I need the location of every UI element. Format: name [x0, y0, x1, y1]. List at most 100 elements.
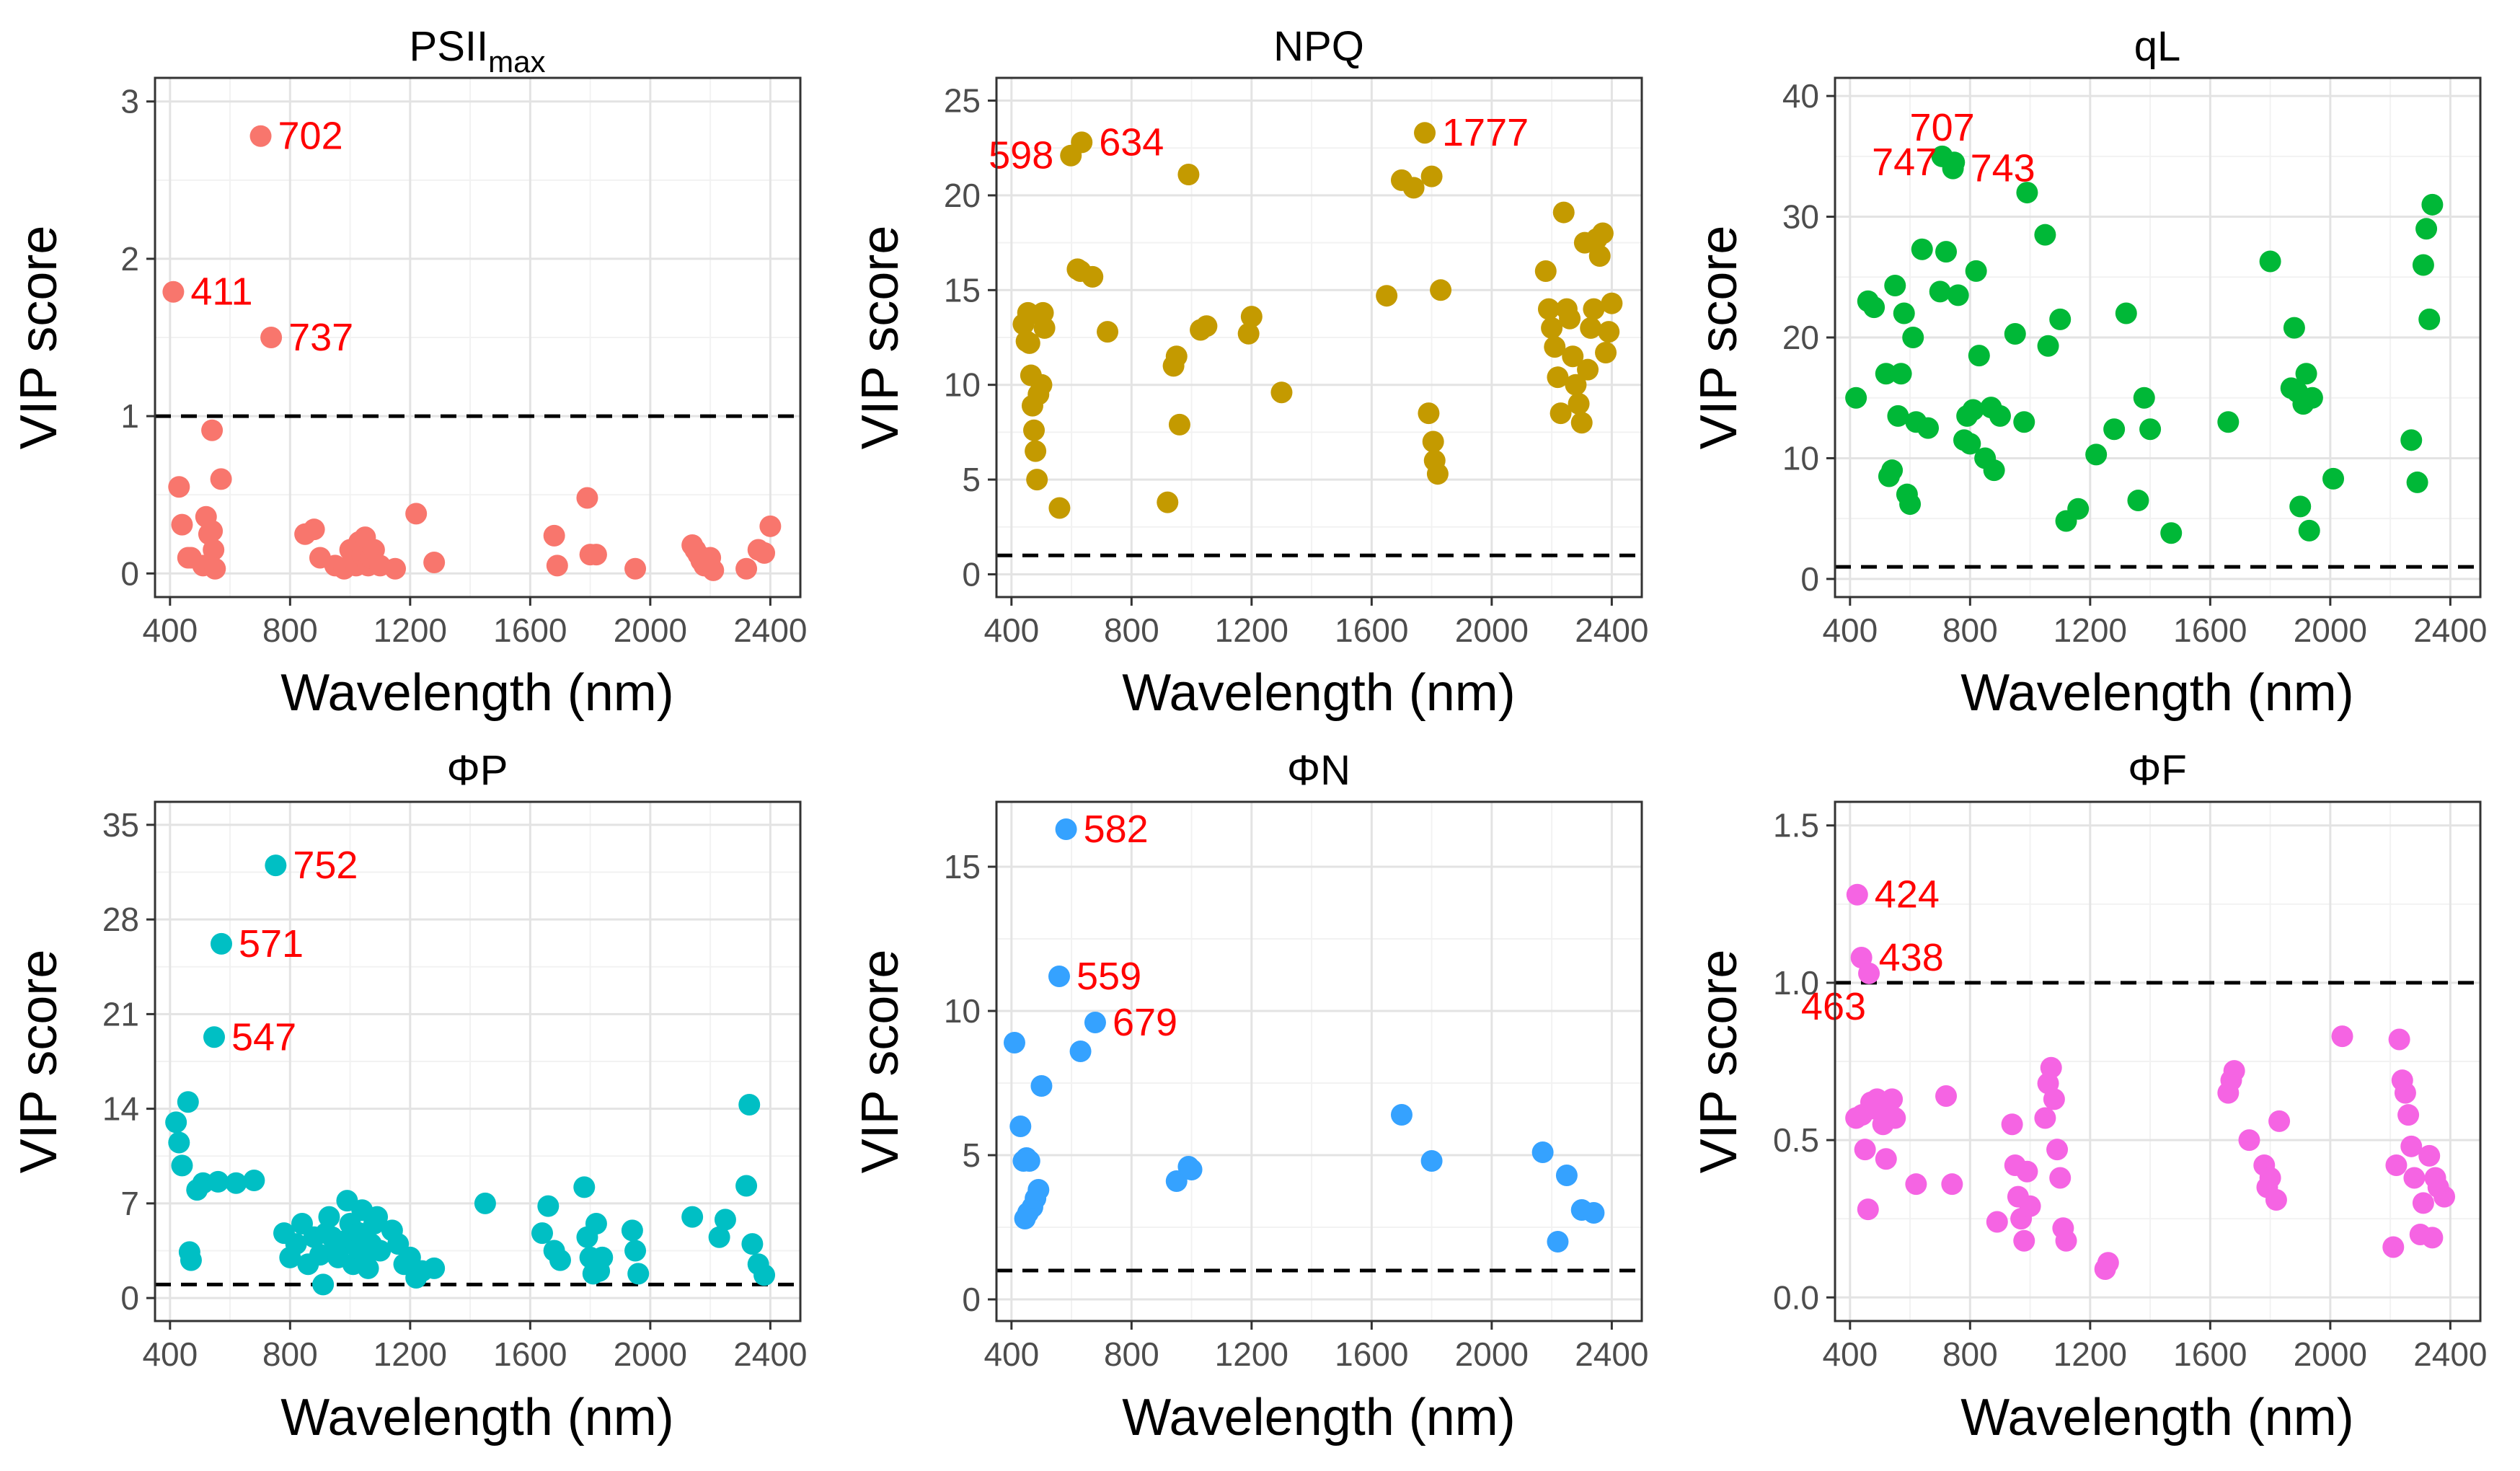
data-point — [171, 513, 193, 536]
data-point — [1071, 131, 1093, 154]
y-tick-label: 35 — [102, 806, 139, 844]
data-point — [405, 503, 428, 525]
y-tick-label: 30 — [1782, 198, 1819, 236]
data-point — [1565, 374, 1587, 396]
panel-ql-ticks: 400 800 1200 1600 2000 2400 0 10 20 30 40 — [1782, 77, 2488, 649]
data-point — [573, 1176, 596, 1198]
data-point — [2385, 1154, 2408, 1176]
data-point — [357, 1257, 379, 1279]
panel-phin-grid — [996, 802, 1642, 1321]
panel-phip-ticks: 400 800 1200 1600 2000 2400 0 7 14 21 28 35 — [102, 806, 808, 1373]
data-point — [621, 1219, 643, 1242]
data-point — [1534, 260, 1557, 283]
data-point — [210, 932, 232, 955]
data-point — [741, 1233, 764, 1255]
panel-phif-ticks: 400 800 1200 1600 2000 2400 0.0 0.5 1.0 1.5 — [1773, 807, 2487, 1373]
data-point — [543, 524, 565, 547]
y-tick-label: 1.0 — [1773, 964, 1819, 1002]
data-point — [1547, 1231, 1569, 1253]
data-point — [735, 1175, 758, 1197]
x-tick-label: 2400 — [733, 1335, 807, 1373]
data-point — [2415, 218, 2438, 240]
data-point — [1845, 386, 1867, 409]
y-tick-label: 5 — [962, 1136, 981, 1174]
data-point — [1941, 1173, 1963, 1196]
data-point — [714, 1209, 736, 1231]
x-tick-label: 800 — [262, 1335, 318, 1373]
data-point — [1240, 306, 1263, 328]
data-point — [2418, 308, 2441, 330]
data-point — [168, 1131, 190, 1154]
y-tick-label: 15 — [944, 271, 981, 309]
data-point — [753, 1264, 776, 1286]
data-point — [738, 1094, 761, 1116]
x-tick-label: 2400 — [2413, 1335, 2487, 1373]
y-tick-label: 3 — [120, 83, 139, 120]
x-tick-label: 400 — [983, 1335, 1039, 1373]
panel-npq-y-axis-label: VIP score — [852, 226, 909, 450]
data-point — [759, 515, 782, 537]
data-point — [1577, 358, 1599, 381]
x-tick-label: 400 — [1822, 1335, 1878, 1373]
point-label: 571 — [239, 922, 304, 966]
panel-phin-y-axis-label: VIP score — [852, 950, 909, 1174]
point-label: 634 — [1099, 120, 1164, 164]
data-point — [2013, 1229, 2035, 1252]
point-label: 559 — [1076, 955, 1141, 998]
data-point — [165, 1111, 187, 1134]
panel-phin-frame — [995, 800, 1643, 1322]
data-point — [1180, 1159, 1203, 1180]
y-tick-label: 1 — [120, 397, 139, 435]
data-point — [2412, 1192, 2434, 1214]
point-label: 547 — [231, 1015, 296, 1059]
data-point — [1270, 381, 1293, 404]
y-tick-label: 10 — [1782, 439, 1819, 477]
data-point — [2016, 1160, 2038, 1183]
y-tick-label: 15 — [944, 848, 981, 885]
y-tick-label: 25 — [944, 82, 981, 120]
data-point — [2331, 1025, 2353, 1048]
data-point — [1601, 292, 1623, 314]
data-point — [1863, 296, 1885, 319]
point-label: 702 — [278, 115, 343, 158]
panel-ql-title: qL — [2134, 23, 2181, 70]
data-point — [1570, 412, 1593, 434]
data-point — [1030, 1075, 1053, 1097]
y-tick-label: 7 — [120, 1185, 139, 1222]
data-point — [2055, 1229, 2077, 1252]
data-point — [2127, 490, 2149, 512]
data-point — [2040, 1056, 2062, 1079]
data-point — [2034, 224, 2056, 246]
data-point — [1583, 1202, 1605, 1224]
x-tick-label: 2000 — [2294, 1335, 2367, 1373]
panel-phip-y-axis-label: VIP score — [10, 950, 68, 1174]
data-point — [2397, 1104, 2420, 1126]
data-point — [1854, 1139, 1876, 1161]
data-point — [1929, 280, 1951, 303]
x-tick-label: 800 — [262, 611, 318, 649]
data-point — [1887, 405, 1909, 427]
data-point — [2019, 1195, 2041, 1217]
data-point — [1552, 201, 1575, 224]
data-point — [2382, 1236, 2405, 1258]
data-point — [1055, 818, 1077, 840]
data-point — [285, 1233, 307, 1255]
data-point — [2301, 386, 2323, 409]
panel-npq-ticks: 400 800 1200 1600 2000 2400 0 5 10 15 20 25 — [944, 82, 1649, 649]
panel-phip-labels: 752 571 547 — [231, 844, 358, 1059]
x-tick-label: 1600 — [2173, 611, 2247, 649]
data-point — [210, 468, 232, 490]
x-tick-label: 1600 — [2173, 1335, 2247, 1373]
data-point — [1917, 417, 1940, 439]
panel-npq: 598 634 1777 400 800 1200 1600 2000 2400 0 5 10 15 2… — [852, 23, 1649, 722]
data-point — [753, 542, 776, 564]
x-tick-label: 1200 — [2053, 1335, 2127, 1373]
data-point — [1595, 342, 1617, 364]
panel-psiimax-frame — [154, 76, 802, 598]
data-point — [2034, 1107, 2056, 1129]
data-point — [2400, 429, 2423, 451]
data-point — [243, 1170, 265, 1191]
data-point — [2115, 302, 2137, 324]
